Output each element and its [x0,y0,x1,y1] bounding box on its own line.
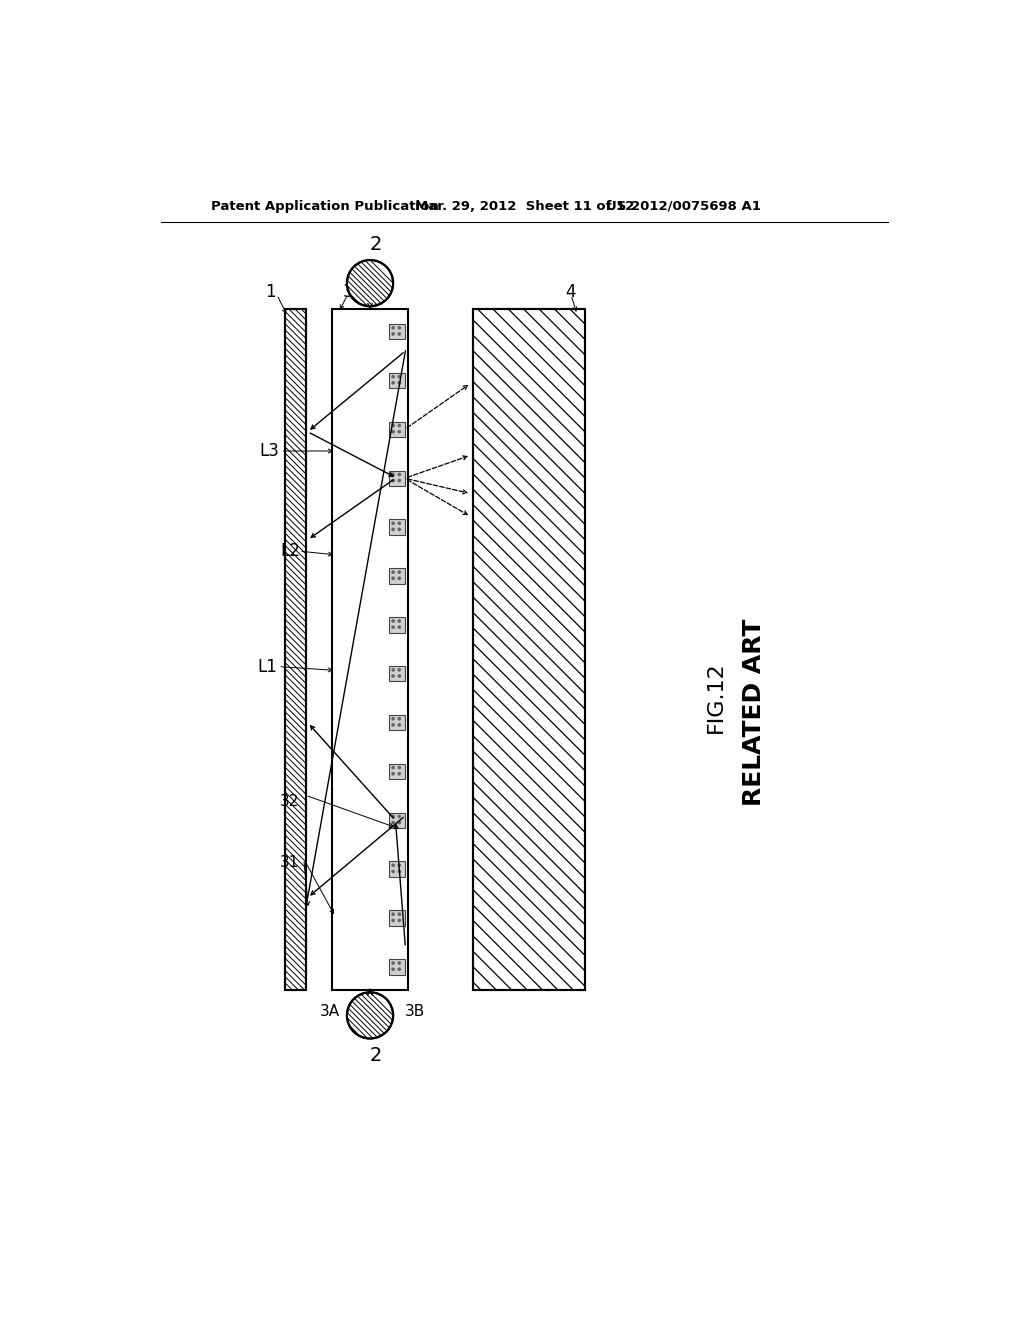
Circle shape [392,381,394,384]
Circle shape [398,870,400,873]
Bar [285,309,306,990]
Text: 3: 3 [342,282,353,301]
Bar [473,309,585,990]
Circle shape [392,333,394,335]
Bar [389,421,404,437]
Circle shape [392,572,394,573]
Circle shape [392,675,394,677]
Text: 3A: 3A [319,1005,340,1019]
Text: 32: 32 [281,793,300,809]
Circle shape [392,474,394,475]
Bar [389,569,404,583]
Text: L1: L1 [257,657,276,676]
Circle shape [398,474,400,475]
Circle shape [392,669,394,671]
Circle shape [347,993,393,1039]
Circle shape [398,626,400,628]
Circle shape [392,479,394,482]
Circle shape [398,919,400,921]
Circle shape [398,572,400,573]
Circle shape [398,669,400,671]
Bar [389,618,404,632]
Bar [389,911,404,925]
Bar [285,309,306,990]
Circle shape [398,767,400,768]
Circle shape [398,772,400,775]
Circle shape [392,968,394,970]
Circle shape [392,962,394,964]
Text: L2: L2 [280,543,300,560]
Bar [389,862,404,876]
Circle shape [392,424,394,426]
Bar [389,667,404,681]
Bar [389,323,404,339]
Circle shape [398,816,400,817]
Circle shape [392,718,394,719]
Circle shape [392,326,394,329]
Text: 2: 2 [370,1045,382,1065]
Circle shape [392,430,394,433]
Circle shape [398,381,400,384]
Circle shape [392,723,394,726]
Bar [473,309,585,990]
Circle shape [392,919,394,921]
Circle shape [347,260,393,306]
Bar [389,715,404,730]
Circle shape [398,424,400,426]
Circle shape [392,528,394,531]
Circle shape [398,577,400,579]
Bar [389,960,404,974]
Circle shape [392,772,394,775]
Circle shape [398,723,400,726]
Circle shape [392,816,394,817]
Text: FIG.12: FIG.12 [706,661,726,734]
Text: Mar. 29, 2012  Sheet 11 of 12: Mar. 29, 2012 Sheet 11 of 12 [416,199,635,213]
Circle shape [392,523,394,524]
Text: L3: L3 [259,442,280,459]
Circle shape [398,865,400,866]
Circle shape [392,865,394,866]
Bar [389,813,404,828]
Text: 2: 2 [370,235,382,255]
Bar [389,470,404,486]
Circle shape [392,767,394,768]
Text: Patent Application Publication: Patent Application Publication [211,199,439,213]
Circle shape [398,326,400,329]
Circle shape [398,718,400,719]
Circle shape [392,577,394,579]
Text: 31: 31 [281,855,300,870]
Bar [389,764,404,779]
Bar [389,372,404,388]
Bar [389,519,404,535]
Bar [333,309,408,990]
Circle shape [398,528,400,531]
Circle shape [392,626,394,628]
Circle shape [392,620,394,622]
Circle shape [398,479,400,482]
Circle shape [392,821,394,824]
Text: RELATED ART: RELATED ART [742,619,766,807]
Text: US 2012/0075698 A1: US 2012/0075698 A1 [606,199,761,213]
Circle shape [398,821,400,824]
Circle shape [398,962,400,964]
Circle shape [398,375,400,378]
Text: 1: 1 [265,282,276,301]
Circle shape [392,870,394,873]
Circle shape [398,430,400,433]
Circle shape [392,375,394,378]
Circle shape [398,675,400,677]
Text: 4: 4 [565,282,577,301]
Circle shape [398,913,400,915]
Circle shape [398,523,400,524]
Circle shape [398,333,400,335]
Circle shape [398,620,400,622]
Circle shape [398,968,400,970]
Bar [285,309,306,990]
Text: 3B: 3B [404,1005,425,1019]
Circle shape [392,913,394,915]
